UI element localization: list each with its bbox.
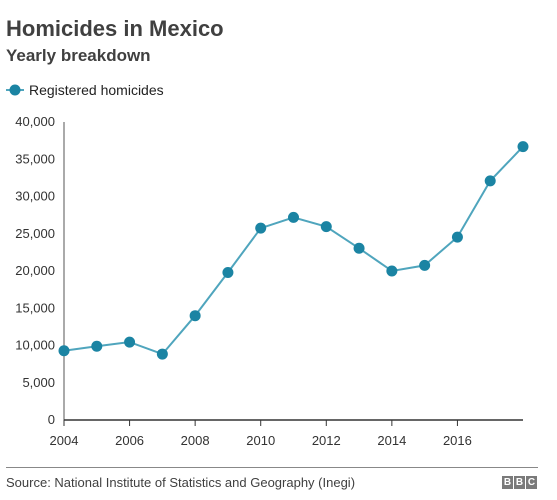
data-point — [517, 141, 529, 153]
x-tick-label: 2014 — [377, 433, 406, 448]
data-point — [484, 175, 496, 187]
bbc-logo: B B C — [502, 476, 537, 489]
series-line — [63, 145, 524, 356]
data-point — [320, 221, 332, 233]
y-tick-label: 15,000 — [15, 300, 55, 315]
data-point — [419, 259, 431, 271]
x-tick-label: 2012 — [312, 433, 341, 448]
data-point — [255, 222, 267, 234]
data-point — [386, 265, 398, 277]
footer-divider — [6, 467, 538, 468]
plot-area — [58, 141, 529, 360]
data-point — [189, 310, 201, 322]
y-tick-label: 0 — [48, 412, 55, 427]
x-axis: 2004 2006 2008 2010 2012 2014 2016 — [50, 419, 523, 448]
x-tick-label: 2006 — [115, 433, 144, 448]
chart-title: Homicides in Mexico — [6, 16, 224, 41]
logo-letter: B — [514, 476, 525, 489]
y-tick-label: 40,000 — [15, 114, 55, 129]
source-note: Source: National Institute of Statistics… — [6, 475, 356, 490]
data-point — [124, 336, 136, 348]
logo-letter: C — [526, 476, 537, 489]
data-point — [222, 266, 234, 278]
chart-subtitle: Yearly breakdown — [6, 46, 151, 65]
legend-label: Registered homicides — [29, 82, 164, 98]
logo-letter: B — [502, 476, 513, 489]
data-point — [58, 345, 70, 357]
y-tick-label: 30,000 — [15, 189, 55, 204]
data-point — [353, 242, 365, 254]
x-tick-label: 2004 — [50, 433, 79, 448]
legend-point-marker — [9, 84, 21, 96]
y-tick-label: 25,000 — [15, 226, 55, 241]
x-tick-label: 2016 — [443, 433, 472, 448]
y-tick-label: 35,000 — [15, 151, 55, 166]
data-point — [288, 211, 299, 223]
data-point — [451, 231, 463, 243]
data-point — [91, 340, 103, 352]
y-axis: 0 5,000 10,000 15,000 20,000 25,000 30,000 35,0… — [15, 114, 65, 427]
y-tick-label: 5,000 — [22, 375, 55, 390]
x-tick-label: 2010 — [246, 433, 275, 448]
y-tick-label: 20,000 — [15, 263, 55, 278]
x-tick-label: 2008 — [181, 433, 210, 448]
legend: Registered homicides — [6, 82, 164, 98]
y-tick-label: 10,000 — [15, 338, 55, 353]
line-chart: Registered homicides 0 5,000 10,000 15,000 2… — [6, 82, 529, 448]
data-point — [156, 348, 168, 360]
